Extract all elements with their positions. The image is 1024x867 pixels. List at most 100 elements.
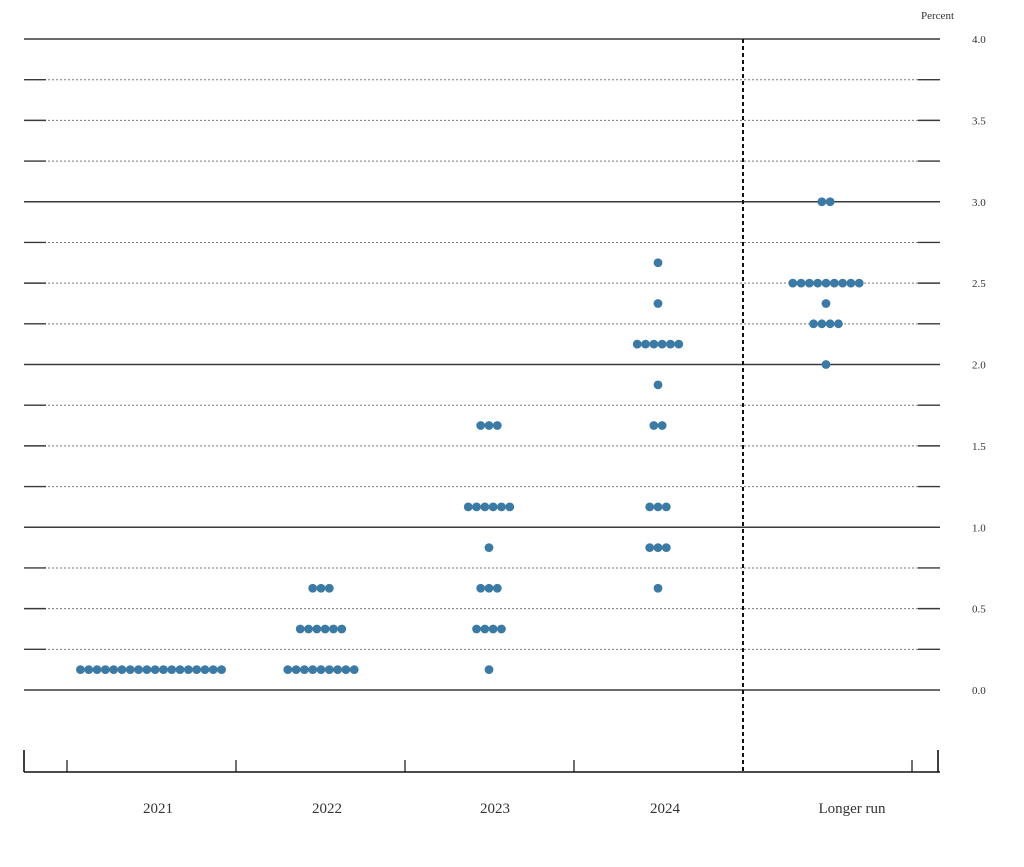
participant-dot — [476, 583, 486, 593]
participant-dot — [649, 339, 659, 349]
participant-dot — [76, 665, 85, 675]
participant-dot — [645, 543, 655, 552]
participant-dot — [472, 502, 481, 512]
axis-layer — [23, 39, 940, 773]
participant-dot — [661, 543, 671, 552]
participant-dot — [653, 258, 663, 268]
participant-dot — [304, 624, 313, 634]
y-tick-label: 2.0 — [972, 360, 986, 372]
participant-dot — [834, 319, 843, 329]
participant-dot — [653, 502, 663, 512]
participant-dot — [641, 339, 650, 349]
participant-dot — [333, 665, 342, 675]
participant-dot — [324, 583, 334, 593]
participant-dot — [821, 360, 831, 369]
participant-dot — [674, 339, 684, 349]
participant-dot — [291, 665, 301, 675]
participant-dot — [312, 624, 322, 634]
participant-dot — [825, 319, 835, 329]
participant-dot — [484, 421, 494, 430]
participant-dot — [167, 665, 177, 675]
y-tick-label: 4.0 — [972, 34, 986, 46]
participant-dot — [497, 502, 506, 512]
participant-dot — [817, 197, 827, 207]
participant-dot — [653, 380, 663, 390]
participant-dot — [175, 665, 185, 675]
participant-dot — [308, 665, 318, 675]
y-tick-label: 3.5 — [972, 115, 986, 127]
y-tick-label: 3.0 — [972, 197, 986, 209]
participant-dot — [817, 319, 827, 329]
participant-dot — [100, 665, 110, 675]
x-category-label: 2022 — [312, 801, 342, 817]
participant-dot — [463, 502, 473, 512]
participant-dot — [661, 502, 671, 512]
participant-dot — [821, 278, 831, 288]
participant-dot — [320, 624, 330, 634]
participant-dot — [476, 421, 486, 430]
participant-dot — [308, 583, 318, 593]
participant-dot — [492, 421, 502, 430]
participant-dot — [632, 339, 642, 349]
participant-dot — [653, 299, 663, 308]
participant-dot — [821, 299, 831, 308]
participant-dot — [788, 278, 798, 288]
participant-dot — [349, 665, 359, 675]
y-tick-label: 0.5 — [972, 604, 986, 616]
participant-dot — [813, 278, 823, 288]
participant-dot — [109, 665, 119, 675]
participant-dot — [183, 665, 193, 675]
label-layer: Percent 0.0 0.5 1.0 1.5 2.0 2.5 3.0 3.5 4.0 2021 2… — [143, 10, 986, 817]
participant-dot — [341, 665, 351, 675]
participant-dot — [484, 543, 494, 552]
x-category-label: 2021 — [143, 801, 173, 817]
participant-dot — [488, 624, 498, 634]
participant-dot — [838, 278, 847, 288]
participant-dot — [653, 543, 663, 552]
participant-dot — [150, 665, 160, 675]
participant-dot — [829, 278, 839, 288]
y-tick-label: 0.0 — [972, 685, 986, 697]
participant-dot — [92, 665, 102, 675]
participant-dot — [316, 583, 326, 593]
participant-dot — [809, 319, 818, 329]
grid-layer — [24, 38, 940, 691]
x-category-label: 2024 — [650, 801, 681, 817]
participant-dot — [329, 624, 338, 634]
y-axis-unit-label: Percent — [921, 10, 954, 22]
participant-dot — [645, 502, 655, 512]
participant-dot — [300, 665, 309, 675]
participant-dot — [84, 665, 94, 675]
participant-dot — [505, 502, 515, 512]
participant-dot — [492, 583, 502, 593]
participant-dot — [283, 665, 293, 675]
x-category-label: 2023 — [480, 801, 510, 817]
participant-dot — [324, 665, 334, 675]
x-category-label: Longer run — [818, 801, 886, 817]
participant-dot — [200, 665, 210, 675]
y-tick-label: 2.5 — [972, 278, 986, 290]
participant-dot — [295, 624, 305, 634]
participant-dot — [217, 665, 226, 675]
participant-dot — [666, 339, 675, 349]
participant-dot — [497, 624, 506, 634]
participant-dot — [846, 278, 856, 288]
participant-dot — [142, 665, 152, 675]
participant-dot — [192, 665, 202, 675]
participant-dot — [653, 583, 663, 593]
participant-dot — [125, 665, 135, 675]
participant-dot — [134, 665, 143, 675]
participant-dot — [488, 502, 498, 512]
participant-dot — [159, 665, 168, 675]
participant-dot — [854, 278, 864, 288]
participant-dot — [480, 502, 490, 512]
participant-dot — [649, 421, 659, 430]
y-tick-label: 1.0 — [972, 522, 986, 534]
y-tick-label: 1.5 — [972, 441, 986, 453]
participant-dot — [316, 665, 326, 675]
participant-dot — [657, 339, 667, 349]
participant-dot — [805, 278, 814, 288]
participant-dot — [117, 665, 127, 675]
participant-dot — [337, 624, 347, 634]
